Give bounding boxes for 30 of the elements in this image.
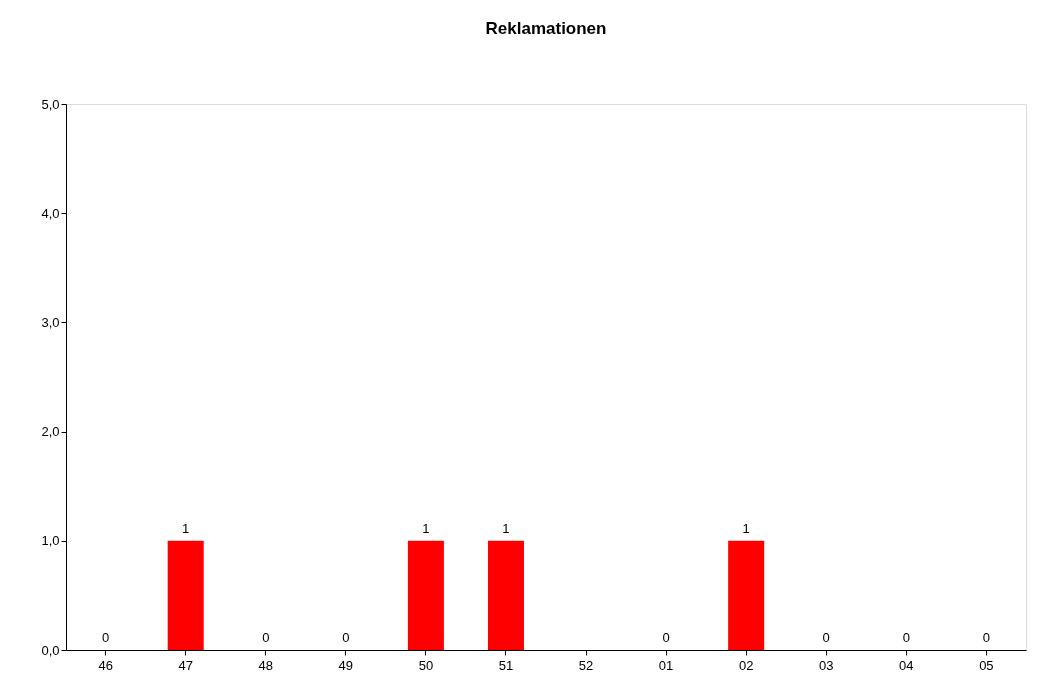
data-label: 0 <box>822 630 830 645</box>
x-tick-label: 05 <box>979 657 994 673</box>
data-label: 0 <box>342 630 350 645</box>
data-label: 1 <box>422 520 430 536</box>
y-tick-label: 3,0 <box>41 314 60 330</box>
data-label: 0 <box>902 630 910 645</box>
x-tick-label: 03 <box>819 657 834 673</box>
y-tick-label: 2,0 <box>41 424 60 440</box>
x-tick-label: 46 <box>98 657 113 673</box>
y-tick-label: 0,0 <box>41 642 60 658</box>
y-tick-label: 5,0 <box>41 96 60 112</box>
x-tick-label: 47 <box>178 657 193 673</box>
data-label: 0 <box>662 630 670 645</box>
data-label: 0 <box>262 630 270 645</box>
x-tick-label: 48 <box>258 657 273 673</box>
y-tick-label: 1,0 <box>41 533 60 549</box>
x-tick-label: 50 <box>418 657 434 673</box>
data-label: 0 <box>982 630 990 645</box>
data-label: 1 <box>742 520 750 536</box>
data-label: 0 <box>102 630 110 645</box>
x-tick-label: 49 <box>338 657 354 673</box>
x-tick-label: 01 <box>658 657 674 673</box>
data-label: 1 <box>182 520 190 536</box>
y-tick-label: 4,0 <box>41 205 60 221</box>
x-tick-label: 51 <box>498 657 514 673</box>
x-tick-label: 02 <box>738 657 754 673</box>
chart-title: Reklamationen <box>485 19 607 38</box>
x-tick-label: 04 <box>899 657 914 673</box>
data-label: 1 <box>502 520 510 536</box>
x-tick-label: 52 <box>578 657 594 673</box>
